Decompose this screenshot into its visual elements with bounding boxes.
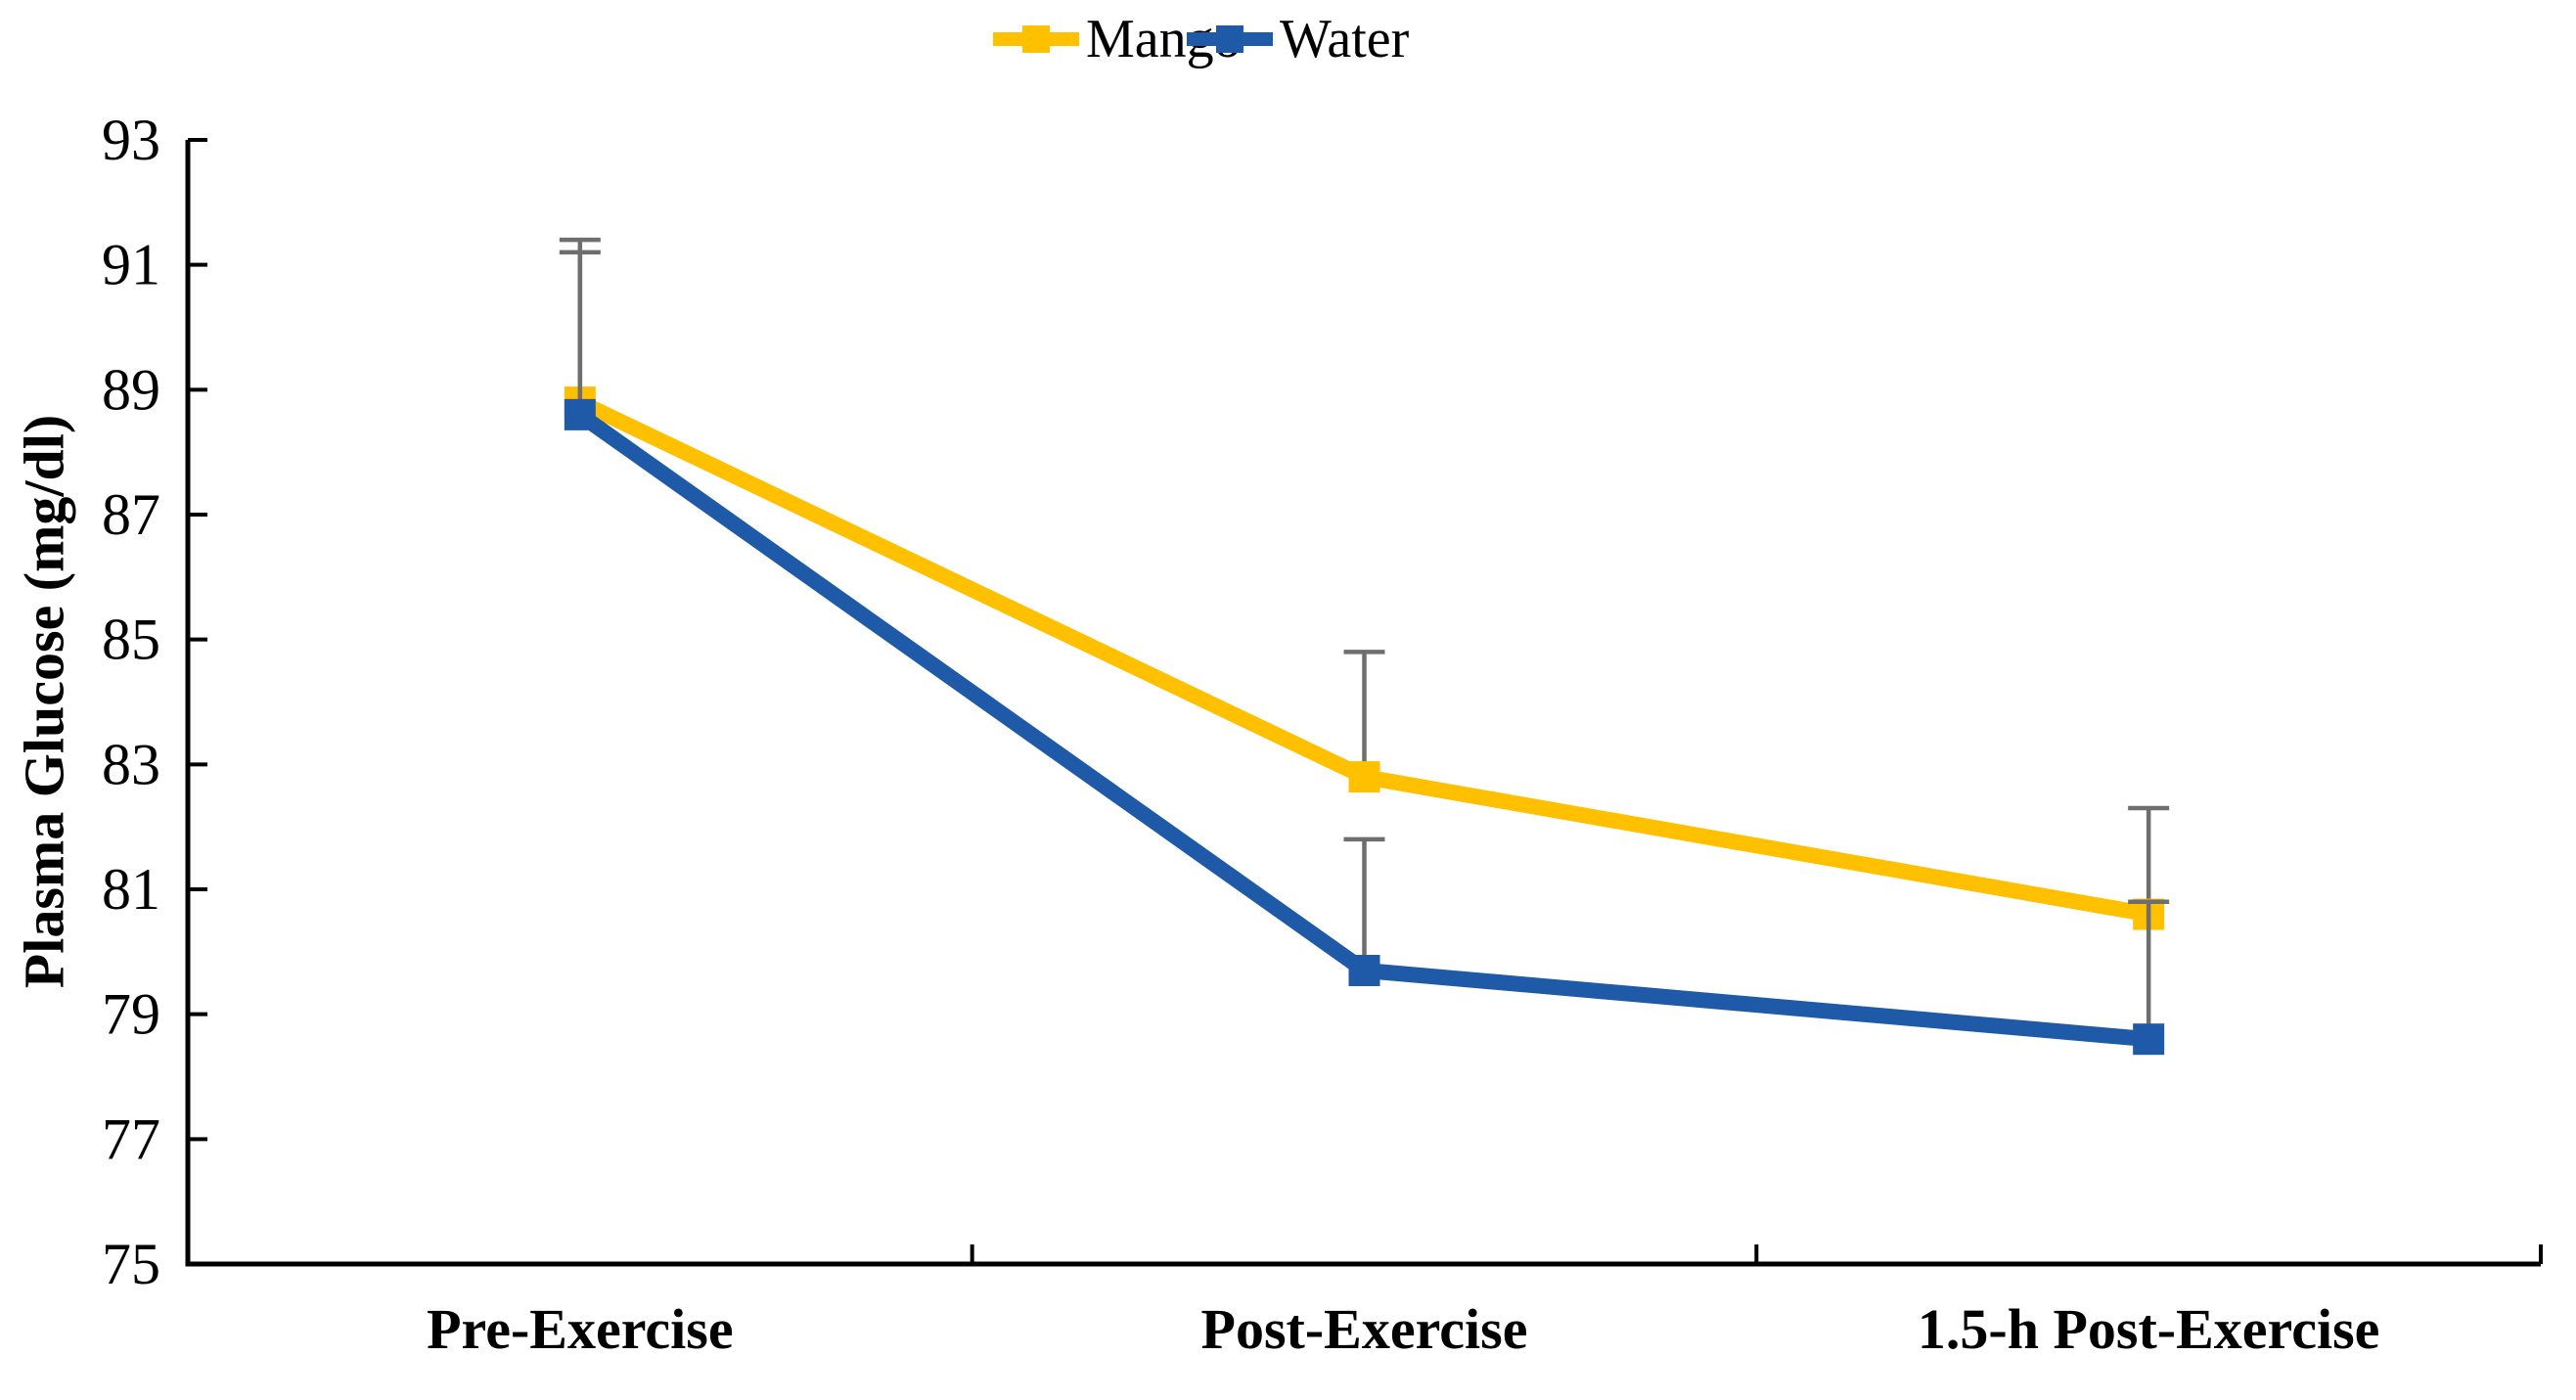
x-category-label: 1.5-h Post-Exercise [1918, 1297, 2380, 1361]
legend-mango-marker-swatch [1022, 25, 1050, 53]
legend-water-label: Water [1280, 9, 1410, 69]
y-tick-label: 79 [102, 982, 160, 1047]
y-tick-label: 83 [102, 732, 160, 796]
legend: Mango Water [993, 9, 1410, 69]
axes [185, 140, 2541, 1267]
water-marker-1 [1348, 954, 1380, 986]
y-tick-label: 85 [102, 608, 160, 672]
y-tick-label: 93 [102, 108, 160, 172]
water-marker-2 [2133, 1023, 2165, 1056]
mango-marker-1 [1348, 761, 1380, 793]
y-tick-label: 89 [102, 357, 160, 422]
x-category-labels: Pre-Exercise Post-Exercise 1.5-h Post-Exer… [427, 1297, 2379, 1361]
x-axis-ticks [186, 1244, 2543, 1264]
legend-item-water: Water [1187, 9, 1410, 69]
x-category-label: Pre-Exercise [427, 1297, 733, 1361]
y-tick-label: 77 [102, 1106, 160, 1171]
legend-water-marker-swatch [1216, 25, 1243, 53]
y-tick-label: 75 [102, 1232, 160, 1296]
x-category-label: Post-Exercise [1201, 1297, 1528, 1361]
y-tick-label: 91 [102, 233, 160, 297]
y-axis-ticks: 75 77 79 81 83 85 87 89 91 93 [102, 108, 207, 1296]
y-axis-title: Plasma Glucose (mg/dl) [13, 415, 76, 988]
y-tick-label: 87 [102, 482, 160, 547]
water-marker-0 [564, 398, 596, 430]
data-series [559, 237, 2170, 1056]
y-tick-label: 81 [102, 857, 160, 922]
